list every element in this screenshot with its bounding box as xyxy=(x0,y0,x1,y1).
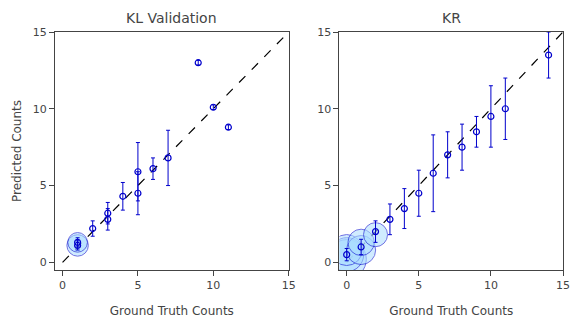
svg-text:15: 15 xyxy=(33,26,47,39)
svg-text:10: 10 xyxy=(317,103,331,116)
svg-text:5: 5 xyxy=(415,279,422,292)
svg-text:0: 0 xyxy=(343,279,350,292)
svg-text:Ground Truth Counts: Ground Truth Counts xyxy=(389,304,513,318)
svg-text:0: 0 xyxy=(40,256,47,269)
svg-text:15: 15 xyxy=(317,26,331,39)
svg-text:10: 10 xyxy=(33,103,47,116)
svg-text:10: 10 xyxy=(484,279,498,292)
svg-text:5: 5 xyxy=(40,179,47,192)
svg-text:Ground Truth Counts: Ground Truth Counts xyxy=(110,304,234,318)
svg-text:0: 0 xyxy=(324,256,331,269)
svg-text:15: 15 xyxy=(556,279,570,292)
svg-text:KL Validation: KL Validation xyxy=(126,10,217,26)
svg-text:10: 10 xyxy=(206,279,220,292)
svg-text:15: 15 xyxy=(282,279,296,292)
svg-text:5: 5 xyxy=(324,179,331,192)
svg-text:KR: KR xyxy=(442,10,461,26)
svg-text:5: 5 xyxy=(134,279,141,292)
svg-text:0: 0 xyxy=(59,279,66,292)
svg-text:Predicted Counts: Predicted Counts xyxy=(10,100,24,202)
